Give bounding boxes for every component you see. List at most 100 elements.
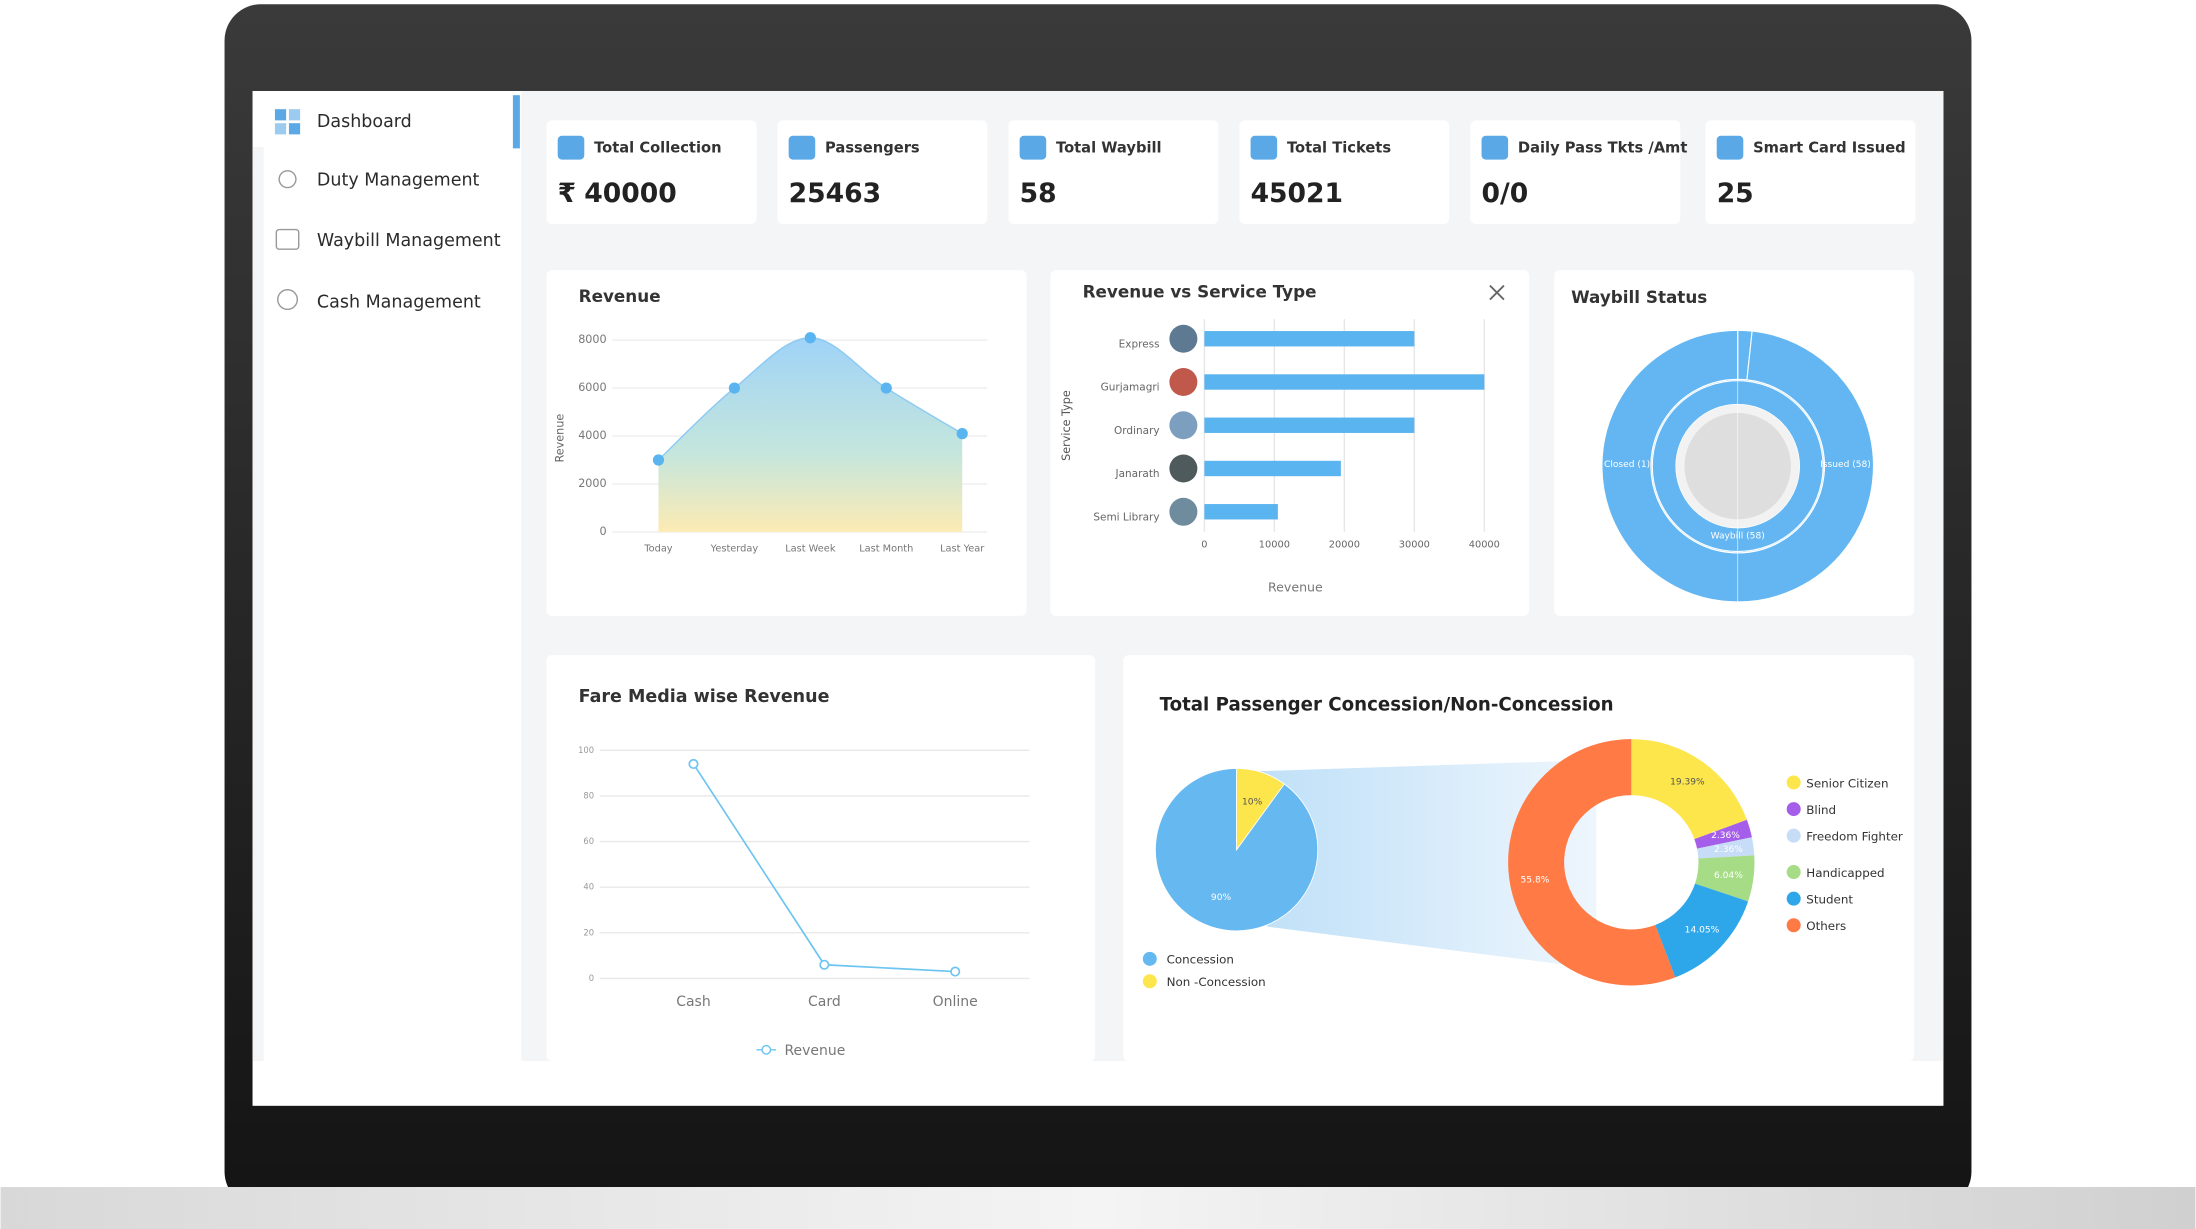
stat-card [1705, 120, 1916, 224]
slice-label: 2.36% [1711, 831, 1740, 841]
y-tick-label: 0 [600, 525, 607, 538]
legend-label: Others [1806, 919, 1846, 933]
legend-marker [1786, 865, 1801, 880]
point [728, 382, 741, 394]
stat-icon [1716, 135, 1744, 160]
stat-label: Total Collection [594, 139, 721, 156]
stat-label: Passengers [825, 139, 920, 156]
y-tick-label: 4000 [578, 429, 606, 442]
card [546, 655, 1096, 1062]
y-tick-label: Ordinary [1114, 425, 1160, 437]
stat-value: 40000 [584, 178, 676, 209]
active-indicator [512, 95, 520, 149]
avatar [1169, 454, 1198, 483]
x-tick-label: Yesterday [710, 544, 759, 555]
stat-icon [1250, 135, 1278, 160]
bar [1204, 504, 1278, 520]
legend-label: Concession [1167, 953, 1234, 967]
sidebar-edge [252, 146, 264, 1062]
stat-card [546, 120, 757, 224]
slice-label: 90% [1211, 893, 1232, 903]
legend-marker [1786, 891, 1801, 906]
x-tick-label: 20000 [1329, 540, 1360, 551]
currency: ₹ [558, 178, 577, 209]
bar [1204, 417, 1415, 433]
avatar [1169, 368, 1198, 396]
ring-slice [1601, 329, 1874, 603]
stat-card [1008, 120, 1219, 224]
y-tick-label: 100 [578, 745, 594, 755]
avatar [1169, 411, 1198, 440]
legend-label: Non -Concession [1167, 975, 1266, 989]
stat-icon [788, 135, 816, 160]
point [688, 758, 699, 770]
connector [1257, 760, 1597, 969]
nav-item[interactable]: Duty Management [317, 171, 480, 191]
legend-marker [1786, 828, 1801, 843]
icon [288, 109, 301, 121]
legend-marker [1142, 974, 1157, 989]
legend-marker [1786, 775, 1801, 790]
x-tick-label: Last Month [859, 544, 913, 555]
slice-label: Waybill (58) [1711, 532, 1765, 542]
y-tick-label: 8000 [578, 333, 606, 346]
legend-marker [1142, 951, 1157, 966]
slice-label: 19.39% [1670, 777, 1705, 787]
slice-label: Issued (58) [1820, 460, 1871, 470]
y-tick-label: Gurjamagri [1101, 382, 1160, 394]
stat-value: 45021 [1251, 178, 1343, 209]
slice-label: 55.8% [1521, 876, 1550, 886]
slice-label: Closed (1) [1604, 460, 1650, 470]
y-tick-label: 2000 [578, 477, 606, 490]
legend-label: Freedom Fighter [1806, 830, 1903, 844]
stat-card [1470, 120, 1681, 224]
point [880, 382, 892, 394]
y-tick-label: 80 [583, 790, 594, 800]
stat-value: 58 [1020, 178, 1057, 209]
laptop-base [0, 1187, 2196, 1229]
icon [277, 289, 299, 311]
legend-marker [1786, 802, 1801, 817]
donut-slice [1695, 855, 1755, 902]
icon [274, 123, 287, 135]
stat-label: Total Tickets [1287, 139, 1391, 156]
icon [288, 123, 301, 135]
donut-slice [1631, 739, 1747, 840]
slice-label: 6.04% [1714, 871, 1743, 881]
nav-item[interactable]: Waybill Management [317, 231, 501, 251]
x-tick-label: Cash [676, 994, 710, 1010]
stat-value: 25463 [789, 178, 881, 209]
stat-icon [557, 135, 585, 160]
bar [1204, 331, 1415, 347]
slice-label: 10% [1242, 797, 1263, 807]
x-tick-label: Online [933, 994, 978, 1010]
y-tick-label: 6000 [578, 381, 606, 394]
y-axis-label: Service Type [1060, 390, 1073, 461]
stat-icon [1019, 135, 1047, 160]
stat-icon [1481, 135, 1509, 160]
legend-marker [761, 1044, 772, 1055]
point [652, 454, 665, 466]
icon [274, 109, 287, 121]
chart-title: Fare Media wise Revenue [579, 687, 830, 707]
x-tick-label: Today [643, 544, 672, 555]
close-icon[interactable] [1489, 284, 1505, 301]
y-tick-label: 20 [583, 927, 594, 937]
nav-item[interactable]: Cash Management [317, 292, 481, 312]
avatar [1169, 497, 1198, 526]
donut-slice [1697, 837, 1755, 859]
legend-marker [1786, 918, 1801, 933]
nav-item[interactable]: Dashboard [317, 112, 412, 132]
point [819, 959, 830, 970]
y-tick-label: Express [1119, 338, 1160, 350]
avatar [1169, 324, 1198, 353]
donut-slice [1655, 883, 1749, 978]
stat-label: Daily Pass Tkts /Amt [1518, 139, 1687, 156]
legend-label: Senior Citizen [1806, 776, 1888, 790]
stat-label: Total Waybill [1056, 139, 1162, 156]
y-tick-label: 0 [589, 973, 594, 983]
card [1050, 270, 1530, 616]
legend-label: Handicapped [1806, 866, 1884, 880]
